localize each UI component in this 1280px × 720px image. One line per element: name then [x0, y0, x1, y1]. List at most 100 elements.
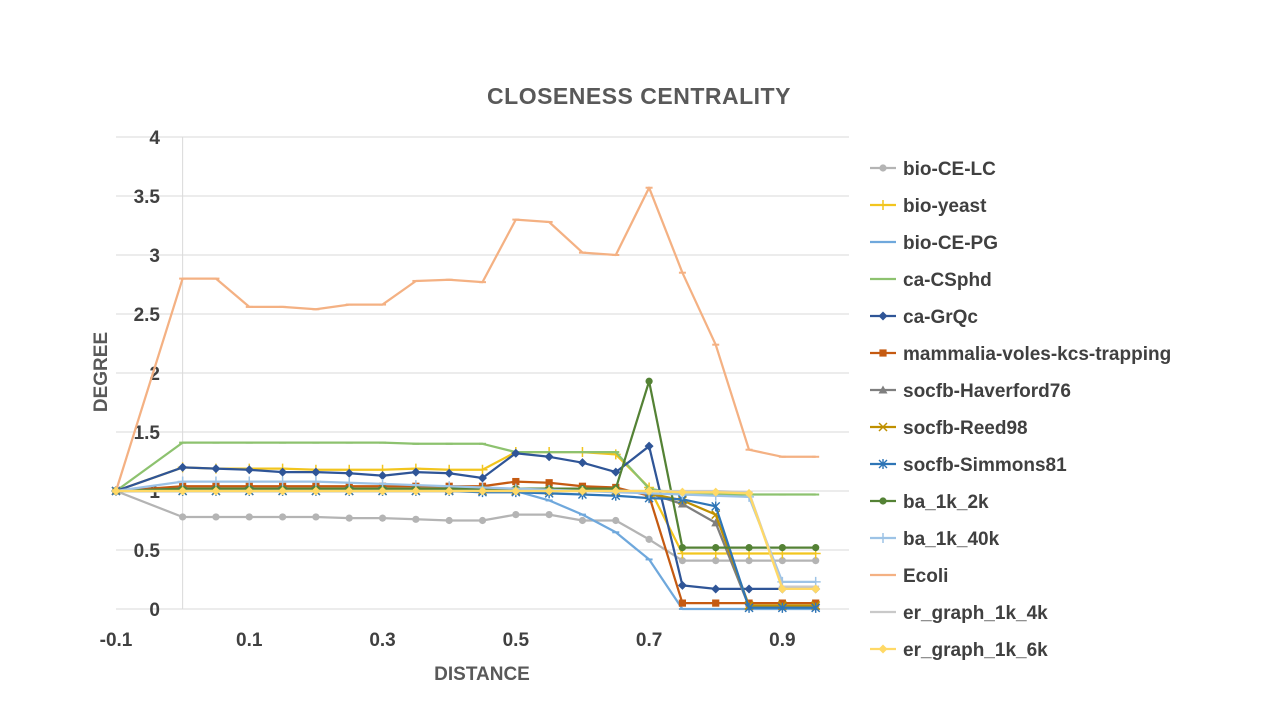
legend-label: bio-CE-PG: [903, 233, 998, 254]
legend-marker: [878, 644, 888, 654]
data-point: [712, 544, 720, 552]
data-point: [245, 513, 253, 521]
data-point: [444, 468, 454, 478]
data-point: [812, 557, 820, 565]
x-axis-ticks: -0.1 0.1 0.3 0.5 0.7 0.9: [100, 630, 796, 651]
series-ca-grqc: [111, 441, 821, 594]
data-point: [477, 464, 488, 475]
legend-label: ca-GrQc: [903, 307, 978, 328]
data-point: [444, 486, 454, 496]
legend-marker: [879, 164, 887, 172]
legend-item-ba-1k-2k: ba_1k_2k: [870, 492, 989, 513]
x-tick-label: 0.7: [636, 630, 662, 651]
legend-item-bio-ce-lc: bio-CE-LC: [870, 159, 996, 180]
data-point: [212, 513, 220, 521]
legend-label: socfb-Haverford76: [903, 381, 1071, 402]
legend-item-bio-yeast: bio-yeast: [870, 196, 987, 217]
series-line-ba-1k-40k: [115, 480, 816, 584]
data-point: [678, 544, 687, 552]
data-point: [244, 476, 255, 487]
data-point: [811, 584, 821, 594]
series-line-ba-1k-2k: [115, 380, 816, 549]
x-axis-label: DISTANCE: [434, 664, 530, 685]
data-point: [344, 468, 354, 478]
data-point: [378, 486, 388, 496]
data-point: [311, 467, 321, 477]
data-point: [578, 516, 587, 525]
data-point: [778, 557, 786, 565]
data-point: [577, 458, 587, 468]
x-tick-label: -0.1: [100, 630, 133, 651]
legend-marker: [878, 459, 888, 469]
legend-label: ba_1k_40k: [903, 529, 1000, 550]
data-point: [745, 557, 753, 565]
legend: bio-CE-LC bio-yeast bio-CE-PG ca-CSphd ca-Gr…: [870, 159, 1171, 661]
y-tick-label: 4: [149, 128, 160, 149]
data-point: [177, 476, 188, 487]
data-point: [210, 476, 221, 487]
x-tick-label: 0.1: [236, 630, 263, 651]
data-point: [744, 602, 754, 613]
legend-marker: [878, 385, 888, 394]
data-point: [544, 486, 554, 496]
data-point: [111, 486, 121, 496]
legend-item-mammalia-voles-kcs-trapping: mammalia-voles-kcs-trapping: [870, 344, 1171, 365]
legend-marker: [879, 349, 887, 357]
y-tick-label: 3: [149, 246, 160, 267]
data-point: [644, 441, 654, 451]
series-bio-yeast: [111, 447, 821, 559]
legend-item-bio-ce-pg: bio-CE-PG: [870, 233, 998, 254]
legend-item-socfb-simmons81: socfb-Simmons81: [870, 455, 1067, 476]
legend-marker: [878, 422, 888, 432]
data-point: [344, 477, 355, 488]
data-point: [344, 486, 354, 496]
data-point: [244, 486, 254, 496]
data-point: [411, 486, 421, 496]
data-point: [712, 599, 720, 607]
data-point: [478, 473, 487, 483]
y-tick-label: 0: [149, 600, 160, 621]
legend-label: socfb-Reed98: [903, 418, 1028, 439]
data-point: [412, 515, 420, 523]
data-point: [378, 514, 387, 522]
series-line-bio-yeast: [115, 450, 816, 555]
data-point: [411, 467, 421, 477]
data-point: [777, 584, 787, 594]
data-point: [178, 486, 188, 496]
gridlines: [116, 136, 849, 610]
series-line-socfb-simmons81: [116, 489, 816, 609]
data-point: [811, 602, 821, 613]
data-point: [711, 584, 721, 594]
data-point: [744, 584, 754, 594]
data-point: [178, 462, 188, 472]
series-ecoli: [112, 186, 820, 492]
data-point: [544, 452, 554, 462]
data-point: [677, 487, 687, 497]
data-point: [744, 488, 754, 498]
data-point: [712, 557, 720, 565]
legend-label: bio-yeast: [903, 196, 987, 217]
legend-item-ecoli: Ecoli: [870, 566, 948, 587]
legend-item-ca-csphd: ca-CSphd: [870, 270, 992, 291]
plot-area: [111, 186, 821, 613]
data-point: [612, 516, 620, 525]
data-point: [278, 513, 287, 521]
y-tick-label: 1.5: [134, 423, 161, 444]
data-point: [577, 486, 587, 496]
data-point: [777, 602, 787, 613]
data-point: [611, 486, 621, 496]
legend-marker: [879, 497, 887, 505]
y-axis-label: DEGREE: [91, 332, 112, 412]
legend-item-ca-grqc: ca-GrQc: [870, 307, 978, 328]
data-point: [511, 448, 521, 458]
series-er-graph-1k-6k: [111, 486, 821, 594]
data-point: [211, 464, 221, 474]
y-axis-ticks: 0 0.5 1 1.5 2 2.5 3 3.5 4: [134, 128, 161, 621]
data-point: [278, 486, 288, 496]
x-tick-label: 0.9: [769, 630, 795, 651]
x-tick-label: 0.5: [503, 630, 530, 651]
data-point: [812, 544, 820, 552]
data-point: [445, 516, 453, 525]
data-point: [244, 465, 254, 475]
